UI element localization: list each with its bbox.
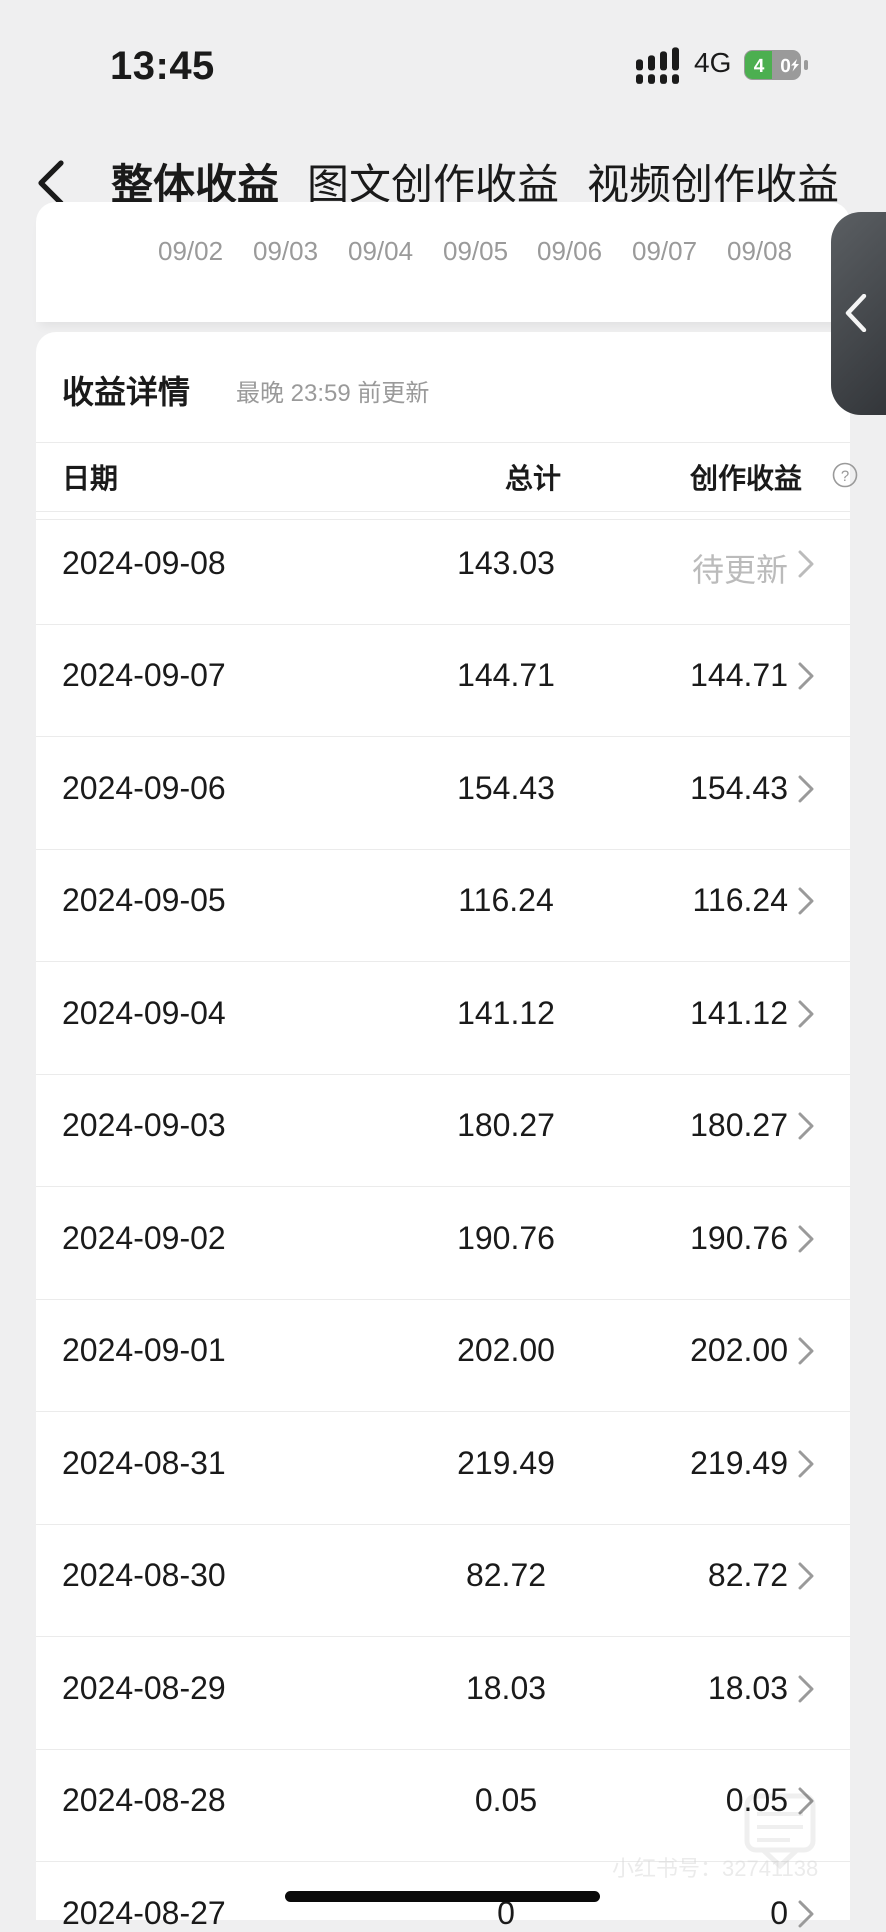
svg-text:0: 0 [780, 56, 791, 77]
svg-text:?: ? [841, 468, 849, 485]
svg-text:4: 4 [754, 56, 765, 77]
